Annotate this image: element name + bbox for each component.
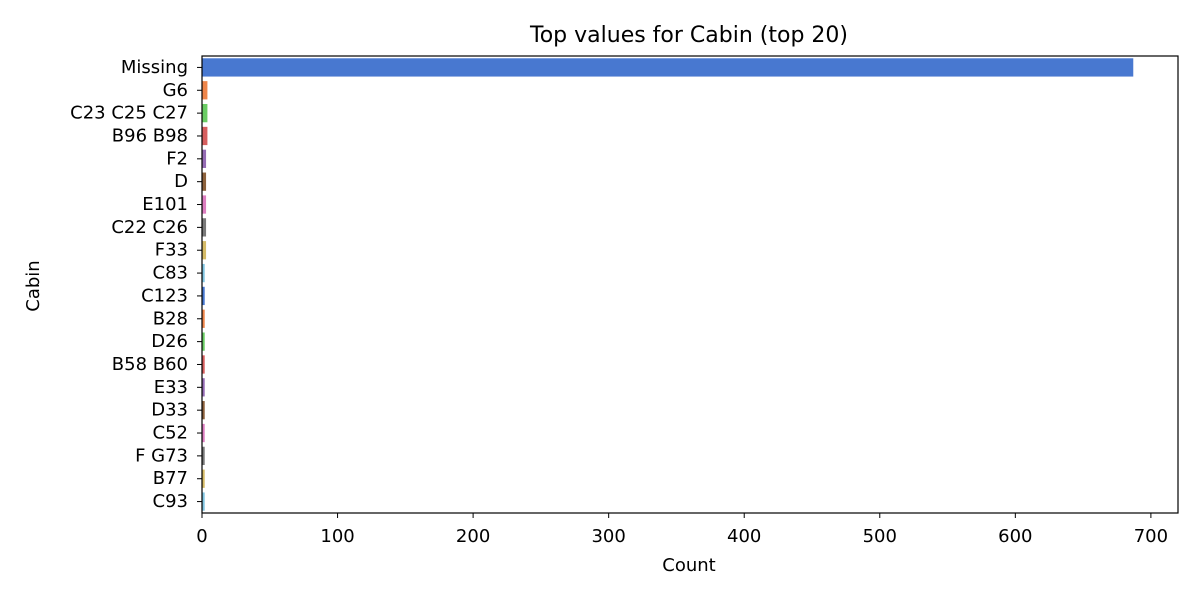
bar-15 (202, 401, 205, 420)
bar-6 (202, 195, 207, 214)
y-tick-label-15: D33 (151, 400, 188, 421)
bar-10 (202, 286, 205, 306)
x-tick-label-6: 600 (998, 526, 1032, 547)
y-tick-label-6: E101 (142, 194, 188, 215)
bar-18 (202, 469, 205, 488)
y-tick-label-16: C52 (153, 423, 188, 444)
x-tick-label-0: 0 (196, 526, 207, 547)
x-tick-label-5: 500 (863, 526, 897, 547)
bar-7 (202, 218, 207, 237)
bar-12 (202, 332, 205, 351)
bar-14 (202, 378, 205, 397)
bar-0 (202, 58, 1134, 77)
bar-4 (202, 149, 207, 168)
y-axis-label: Cabin (23, 260, 44, 311)
y-tick-label-13: B58 B60 (112, 354, 188, 375)
bar-13 (202, 355, 205, 374)
bar-3 (202, 126, 208, 146)
y-tick-label-10: C123 (141, 285, 188, 306)
plot-frame (201, 55, 1179, 514)
y-tick-label-18: B77 (153, 468, 188, 489)
y-tick-label-11: B28 (153, 308, 188, 329)
bar-19 (202, 492, 205, 511)
bar-17 (202, 446, 205, 466)
y-tick-label-2: C23 C25 C27 (70, 103, 188, 124)
y-tick-label-0: Missing (121, 57, 188, 78)
x-tick-label-3: 300 (591, 526, 625, 547)
x-tick-label-4: 400 (727, 526, 761, 547)
y-tick-label-5: D (174, 171, 188, 192)
bar-16 (202, 423, 205, 443)
x-tick-label-2: 200 (456, 526, 490, 547)
bar-9 (202, 263, 205, 283)
y-tick-label-3: B96 B98 (112, 125, 188, 146)
x-tick-label-1: 100 (320, 526, 354, 547)
bar-2 (202, 103, 208, 123)
y-tick-label-1: G6 (163, 80, 188, 101)
y-tick-label-14: E33 (154, 377, 188, 398)
y-tick-label-7: C22 C26 (111, 217, 188, 238)
y-tick-label-17: F G73 (135, 445, 188, 466)
bar-8 (202, 241, 207, 260)
bar-5 (202, 172, 207, 191)
y-tick-label-8: F33 (155, 240, 188, 261)
bar-1 (202, 81, 208, 100)
bar-11 (202, 309, 205, 328)
x-tick-label-7: 700 (1134, 526, 1168, 547)
y-tick-label-12: D26 (151, 331, 188, 352)
y-tick-label-19: C93 (153, 491, 188, 512)
chart-title: Top values for Cabin (top 20) (529, 23, 848, 48)
y-tick-label-9: C83 (153, 263, 188, 284)
x-axis-label: Count (662, 555, 715, 576)
y-tick-label-4: F2 (166, 148, 188, 169)
